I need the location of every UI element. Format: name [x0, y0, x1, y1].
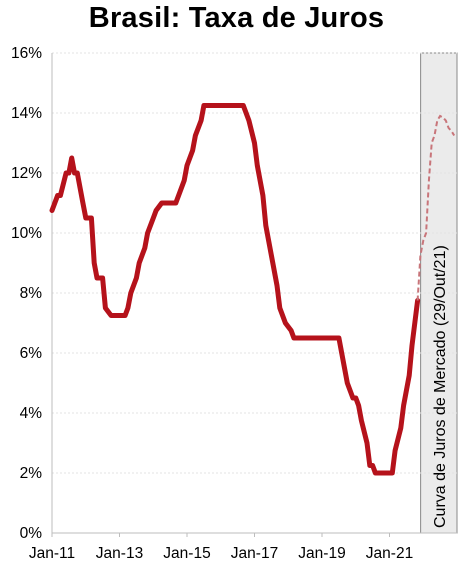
chart-title: Brasil: Taxa de Juros — [88, 2, 385, 34]
y-tick-label: 12% — [11, 165, 42, 182]
y-axis-ticks: 0% 2% 4% 6% 8% 10% 12% 14% 16% — [11, 45, 42, 542]
y-tick-label: 8% — [20, 285, 43, 302]
x-tick-label: Jan-21 — [366, 545, 413, 562]
y-tick-label: 14% — [11, 105, 42, 122]
y-tick-label: 10% — [11, 225, 42, 242]
series-historical-line — [49, 103, 421, 476]
series-forecast-line — [416, 114, 456, 301]
forecast-band-label: Curva de Juros de Mercado (29/Out/21) — [432, 245, 449, 528]
x-tick-label: Jan-19 — [298, 545, 345, 562]
forecast-band — [420, 52, 458, 534]
y-tick-label: 0% — [20, 525, 43, 542]
x-tick-label: Jan-11 — [29, 545, 75, 562]
x-tick-label: Jan-13 — [96, 545, 143, 562]
y-tick-label: 16% — [11, 45, 42, 62]
y-tick-label: 6% — [20, 345, 43, 362]
y-tick-label: 4% — [20, 405, 43, 422]
x-axis-ticks: Jan-11 Jan-13 Jan-15 Jan-17 Jan-19 Jan-21 — [29, 533, 413, 562]
x-tick-label: Jan-17 — [231, 545, 278, 562]
gridlines — [52, 52, 457, 474]
x-tick-label: Jan-15 — [163, 545, 210, 562]
y-tick-label: 2% — [20, 465, 43, 482]
